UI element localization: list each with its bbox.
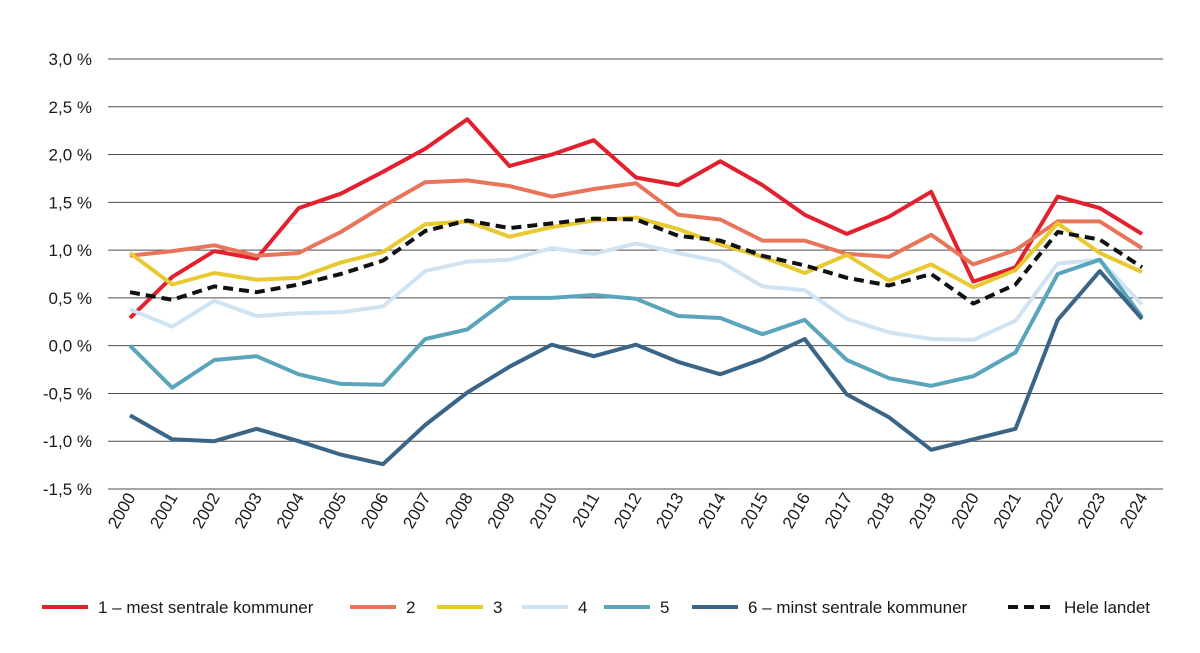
y-tick-label: -1,5 % bbox=[43, 480, 92, 499]
y-tick-label: 2,0 % bbox=[49, 146, 92, 165]
x-tick-label: 2008 bbox=[441, 490, 476, 532]
x-tick-label: 2012 bbox=[610, 490, 645, 532]
legend-label: 5 bbox=[660, 598, 669, 617]
x-tick-label: 2005 bbox=[315, 490, 350, 532]
x-tick-label: 2002 bbox=[188, 490, 223, 532]
series-line bbox=[128, 215, 1143, 290]
legend-label: 1 – mest sentrale kommuner bbox=[98, 598, 314, 617]
series-line bbox=[129, 241, 1144, 342]
x-tick-label: 2016 bbox=[779, 490, 814, 532]
series-lines bbox=[128, 117, 1144, 467]
y-tick-label: 2,5 % bbox=[49, 98, 92, 117]
x-tick-label: 2000 bbox=[104, 490, 139, 532]
y-tick-label: 0,5 % bbox=[49, 289, 92, 308]
x-tick-label: 2009 bbox=[484, 490, 519, 532]
x-tick-label: 2004 bbox=[273, 490, 308, 532]
y-axis-ticks: 3,0 % 2,5 % 2,0 % 1,5 % 1,0 % 0,5 % 0,0 % -0,5 … bbox=[43, 50, 92, 499]
x-tick-label: 2007 bbox=[399, 490, 434, 532]
y-tick-label: 0,0 % bbox=[49, 337, 92, 356]
legend-label: 2 bbox=[406, 598, 415, 617]
x-tick-label: 2024 bbox=[1116, 490, 1151, 532]
legend-label: Hele landet bbox=[1064, 598, 1150, 617]
series-line bbox=[129, 216, 1144, 306]
series-line bbox=[128, 257, 1144, 390]
x-tick-label: 2010 bbox=[526, 490, 561, 532]
series-line bbox=[129, 178, 1144, 267]
x-tick-label: 2001 bbox=[146, 490, 181, 532]
x-tick-label: 2023 bbox=[1074, 490, 1109, 532]
x-tick-label: 2015 bbox=[737, 490, 772, 532]
x-axis-ticks: 2000 2001 2002 2003 2004 2005 2006 2007 2008 2009… bbox=[104, 490, 1151, 532]
x-tick-label: 2021 bbox=[990, 490, 1025, 532]
y-tick-label: -1,0 % bbox=[43, 432, 92, 451]
x-tick-label: 2014 bbox=[694, 490, 729, 532]
series-line bbox=[128, 117, 1144, 320]
x-tick-label: 2003 bbox=[231, 490, 266, 532]
y-tick-label: -0,5 % bbox=[43, 384, 92, 403]
legend-label: 4 bbox=[578, 598, 587, 617]
x-tick-label: 2013 bbox=[652, 490, 687, 532]
x-tick-label: 2020 bbox=[947, 490, 982, 532]
x-tick-label: 2019 bbox=[905, 490, 940, 532]
series-line bbox=[129, 269, 1144, 467]
y-tick-label: 3,0 % bbox=[49, 50, 92, 69]
y-tick-label: 1,0 % bbox=[49, 241, 92, 260]
legend: 1 – mest sentrale kommuner 2 3 4 5 6 – minst … bbox=[42, 598, 1150, 617]
x-tick-label: 2018 bbox=[863, 490, 898, 532]
y-tick-label: 1,5 % bbox=[49, 193, 92, 212]
legend-label: 3 bbox=[493, 598, 502, 617]
x-tick-label: 2011 bbox=[569, 490, 604, 531]
x-tick-label: 2006 bbox=[357, 490, 392, 532]
legend-label: 6 – minst sentrale kommuner bbox=[748, 598, 968, 617]
x-tick-label: 2017 bbox=[821, 490, 856, 532]
x-tick-label: 2022 bbox=[1032, 490, 1067, 532]
